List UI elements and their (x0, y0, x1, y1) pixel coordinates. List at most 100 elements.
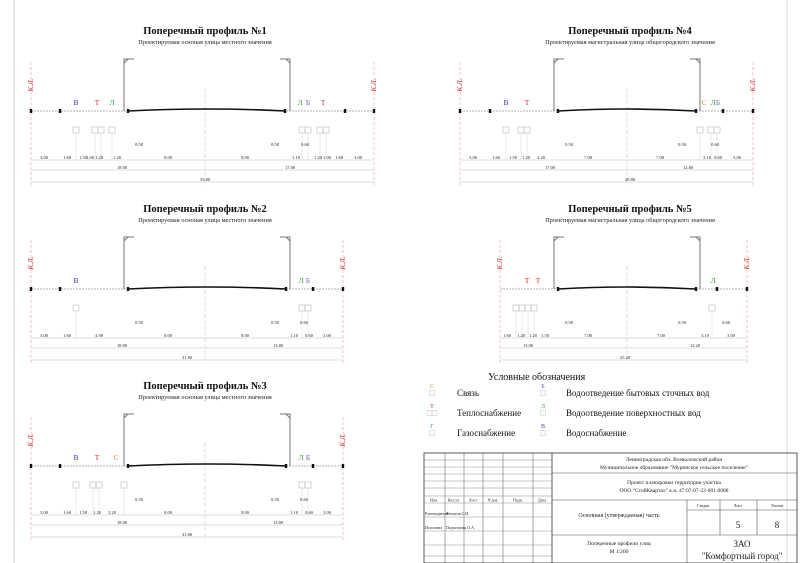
utility-pipe-icon (316, 126, 324, 134)
legend-pipe-icon (426, 410, 433, 416)
segment-dimension: 8.00 (241, 510, 250, 515)
boundary-marker (458, 109, 462, 113)
legend-utility-letter: В (541, 424, 545, 430)
boundary-marker (283, 109, 287, 113)
offset-dimension: 0.60 (722, 320, 731, 325)
stamp-column-header: Подп. (513, 498, 523, 503)
boundary-marker (715, 287, 719, 291)
segment-dimension: 7.00 (657, 333, 666, 338)
segment-dimension: 3.10 (701, 333, 710, 338)
lighting-pole (690, 236, 701, 289)
segment-dimension: 3.00 (40, 510, 49, 515)
segment-dimension: 0.60 (305, 333, 314, 338)
stamp-role: Руководитель (425, 511, 448, 516)
profile-title: Поперечный профиль №3 (143, 381, 267, 392)
boundary-marker (29, 464, 33, 468)
stamp-column-header: Кол.уч. (448, 498, 460, 503)
carriageway-surface (557, 108, 697, 112)
utility-pipe-icon (518, 304, 526, 312)
boundary-marker (58, 464, 62, 468)
profile-subtitle: Проектируемая осноная улица местного зна… (138, 39, 272, 46)
red-line-label: К.Л. (339, 433, 347, 447)
utility-pipe-icon (713, 126, 721, 134)
offset-dimension: 0.50 (271, 320, 280, 325)
utility-pipe-icon (708, 304, 716, 312)
utility-pipe-icon (298, 481, 306, 489)
segment-dimension: 8.00 (164, 155, 173, 160)
legend-item-label: Водоотведение бытовых сточных вод (566, 388, 710, 398)
total-width-dimension: 29.80 (625, 177, 636, 182)
lighting-pole (280, 58, 291, 111)
segment-dimension: 1.20 (93, 510, 102, 515)
utility-pipe-icon (502, 126, 510, 134)
lighting-pole (553, 58, 564, 111)
segment-dimension: 1.50 (79, 510, 88, 515)
segment-dimension: 3.00 (40, 333, 49, 338)
red-line-label: К.Л. (339, 256, 347, 270)
stamp-company: "Комфортный город" (702, 551, 783, 561)
segment-dimension: 3.00 (323, 510, 332, 515)
boundary-marker (311, 287, 315, 291)
half-width-dimension: 13.00 (523, 343, 534, 348)
utility-pipe-icon (108, 126, 116, 134)
stamp-name: Филатов С.И. (446, 511, 469, 516)
utility-pipe-icon (512, 304, 520, 312)
stamp-sheet-header: Лист (734, 503, 743, 508)
boundary-marker (556, 109, 560, 113)
utility-pipe-icon (530, 304, 538, 312)
stamp-name: Подъельная О.А. (446, 525, 475, 530)
stamp-project: Проект планировки территории участка (627, 480, 721, 486)
legend-item-label: Газоснабжение (457, 428, 515, 438)
red-line-label: К.Л. (370, 78, 378, 92)
half-width-dimension: 12.80 (683, 165, 694, 170)
offset-dimension: 0.50 (135, 497, 144, 502)
utility-pipe-icon (524, 304, 532, 312)
segment-dimension: 1.60 (63, 155, 72, 160)
red-line-label: К.Л. (27, 78, 35, 92)
profile-subtitle: Проектируемая осноная улица местного зна… (138, 217, 272, 224)
segment-dimension: 8.00 (164, 510, 173, 515)
segment-dimension: 8.00 (241, 155, 250, 160)
offset-dimension: 0.50 (678, 320, 687, 325)
utility-label: Т (321, 98, 326, 107)
utility-pipe-icon (91, 126, 99, 134)
offset-dimension: 0.50 (565, 142, 574, 147)
segment-dimension: 1.20 (529, 333, 538, 338)
offset-dimension: 0.60 (711, 142, 720, 147)
stamp-scale: М 1:200 (610, 549, 629, 555)
segment-dimension: 7.00 (584, 155, 593, 160)
utility-label: В (73, 453, 78, 462)
boundary-marker (58, 287, 62, 291)
segment-dimension: 1.00 (323, 155, 332, 160)
utility-label: С (701, 98, 706, 107)
utility-label: Б (306, 276, 310, 285)
profile-title: Поперечный профиль №2 (143, 204, 267, 215)
utility-label: Л (298, 453, 303, 462)
stamp-company: ЗАО (733, 539, 751, 549)
lighting-pole (553, 236, 564, 289)
boundary-marker (126, 287, 130, 291)
boundary-marker (29, 109, 33, 113)
carriageway-surface (127, 463, 287, 467)
boundary-marker (694, 287, 698, 291)
offset-dimension: 0.50 (135, 320, 144, 325)
segment-dimension: 1.10 (290, 510, 299, 515)
title-block (423, 452, 798, 563)
red-line-label: К.Л. (496, 256, 504, 270)
legend-pipe-icon (429, 390, 435, 396)
carriageway-surface (127, 286, 287, 290)
legend-utility-letter: С (430, 384, 434, 390)
utility-label: Л (710, 276, 715, 285)
utility-pipe-icon (696, 126, 704, 134)
boundary-marker (721, 109, 725, 113)
boundary-marker (343, 109, 347, 113)
utility-pipe-icon (298, 304, 306, 312)
utility-label: Л (298, 276, 303, 285)
segment-dimension: 8.00 (241, 333, 250, 338)
segment-dimension: 1.50 (509, 155, 518, 160)
utility-pipe-icon (523, 126, 531, 134)
half-width-dimension: 13.80 (273, 520, 284, 525)
segment-dimension: 1.20 (113, 155, 122, 160)
